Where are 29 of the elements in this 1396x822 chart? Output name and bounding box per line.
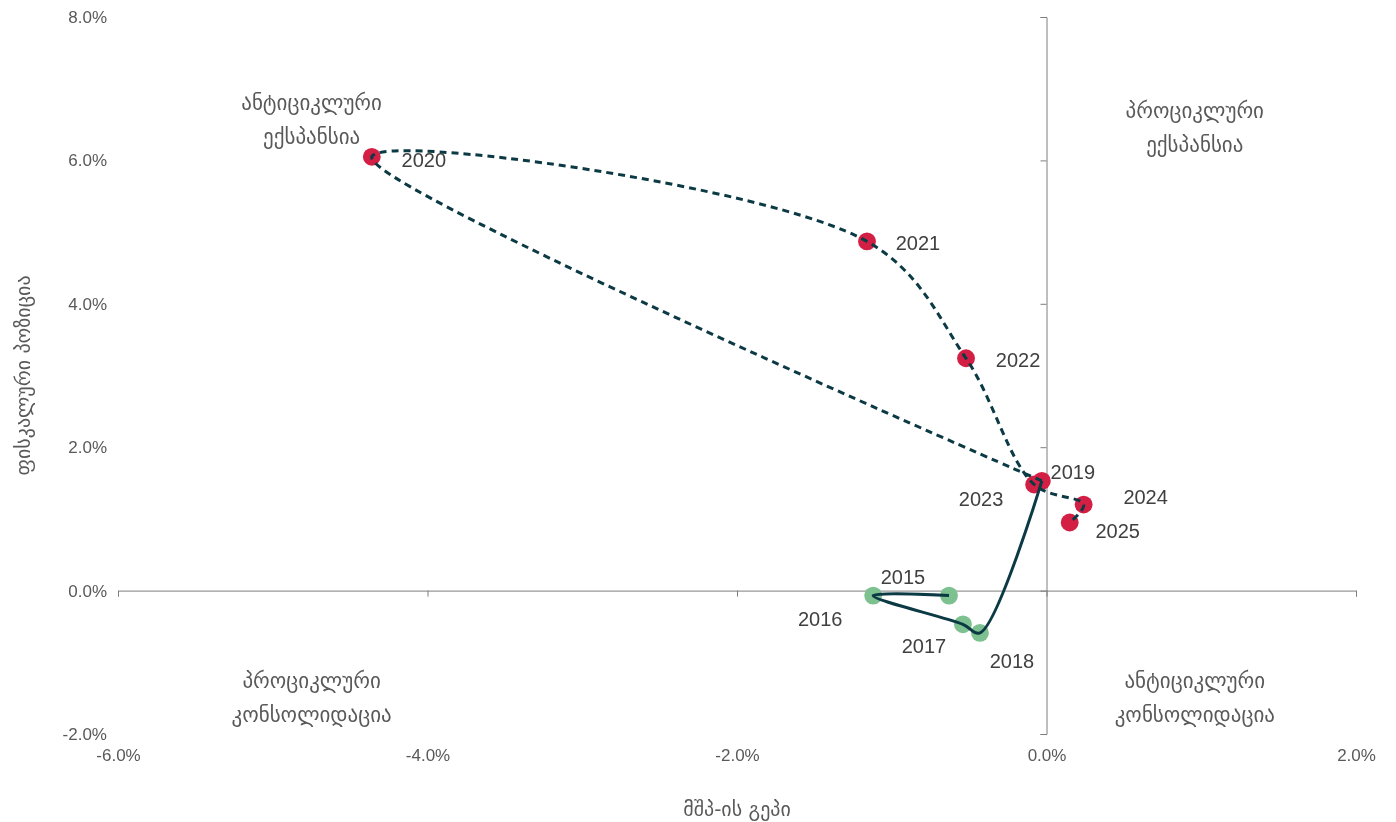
y-tick-label: 0.0%: [68, 581, 107, 601]
x-axis-title: მშპ-ის გეპი: [683, 797, 791, 821]
annotation: 2015: [880, 565, 926, 588]
y-tick-label: 2.0%: [68, 438, 107, 458]
y-tick-label: 4.0%: [68, 294, 107, 314]
annotation: პროციკლური კონსოლიდაცია: [231, 668, 392, 727]
x-tick-label: 2.0%: [1337, 746, 1376, 766]
annotation: 2025: [1095, 520, 1140, 543]
annotation: 2019: [1050, 460, 1096, 483]
annotation: 2021: [895, 232, 941, 255]
point: [1060, 513, 1079, 532]
y-tick-label: 6.0%: [68, 151, 107, 171]
annotation: 2020: [401, 148, 447, 171]
y-tick-label: 8.0%: [68, 7, 107, 27]
y-axis-title: ფისკალური პოზიცია: [11, 275, 35, 476]
annotation: ანტიციკლური კონსოლიდაცია: [1114, 668, 1275, 727]
y-tick-label: -2.0%: [62, 724, 107, 744]
x-tick-label: -2.0%: [715, 746, 760, 766]
annotation: 2016: [797, 607, 843, 630]
annotation: ანტიციკლური ექსპანსია: [241, 90, 382, 149]
annotation: 2022: [995, 349, 1041, 372]
annotation: 2023: [958, 488, 1004, 511]
x-tick-label: -4.0%: [405, 746, 451, 766]
annotation: 2024: [1123, 485, 1168, 508]
annotation: 2018: [989, 649, 1035, 672]
annotation: პროციკლური ექსპანსია: [1125, 98, 1264, 157]
x-tick-label: -6.0%: [96, 746, 141, 766]
annotation: 2017: [901, 635, 947, 658]
x-tick-label: 0.0%: [1027, 746, 1067, 766]
